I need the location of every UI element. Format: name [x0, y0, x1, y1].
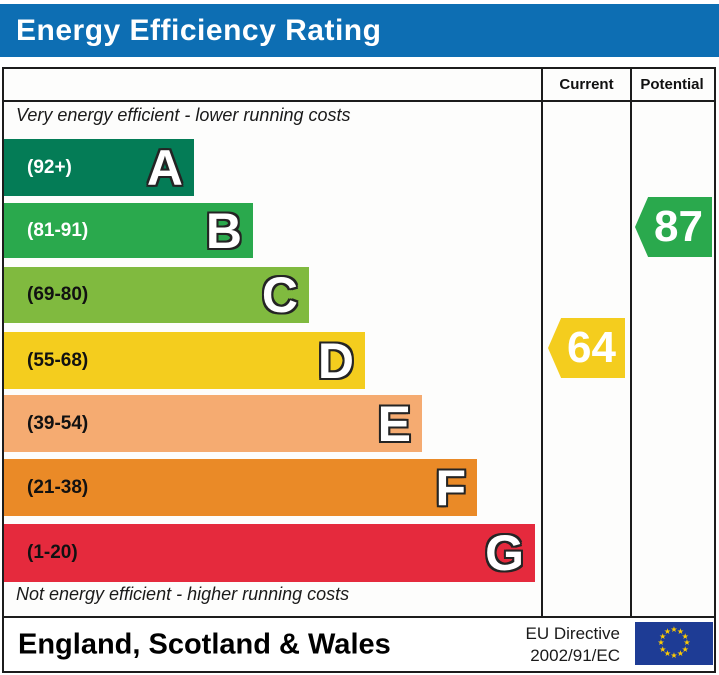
- footer-bar: England, Scotland & Wales EU Directive 2…: [2, 618, 716, 673]
- band-range-label-G: (1-20): [27, 542, 78, 563]
- band-row-G: (1-20) G: [4, 524, 535, 582]
- band-range-label-F: (21-38): [27, 476, 89, 498]
- eu-flag-star: ★: [683, 638, 691, 647]
- band-range-label-E: (39-54): [27, 412, 89, 434]
- band-letter-A: A: [146, 139, 183, 196]
- band-letter-B: B: [205, 202, 242, 259]
- eu-flag-star: ★: [657, 638, 665, 647]
- column-divider-current: [541, 69, 543, 616]
- eu-flag-star: ★: [659, 631, 667, 641]
- chart-header-row: [4, 69, 714, 102]
- band-letter-G: G: [485, 525, 524, 581]
- band-range-label-C: (69-80): [27, 284, 89, 305]
- eu-flag-star: ★: [676, 649, 685, 659]
- potential-rating-value: 87: [654, 202, 703, 251]
- energy-rating-chart: Current Potential Very energy efficient …: [2, 67, 716, 618]
- bottom-note: Not energy efficient - higher running co…: [16, 584, 350, 604]
- eu-flag-star: ★: [663, 649, 672, 659]
- eu-flag-icon: ★ ★ ★ ★ ★ ★ ★ ★ ★ ★ ★ ★: [635, 622, 713, 665]
- band-letter-C: C: [261, 267, 298, 323]
- band-row-E: (39-54) E: [4, 395, 422, 452]
- band-range-label-B: (81-91): [27, 219, 89, 241]
- eu-flag-star: ★: [670, 651, 678, 660]
- band-row-F: (21-38) F: [4, 459, 477, 516]
- band-row-D: (55-68) D: [4, 332, 365, 389]
- band-range-label-A: (92+): [27, 156, 72, 178]
- band-row-A: (92+) A: [4, 139, 194, 196]
- eu-directive-line1: EU Directive: [525, 623, 620, 643]
- column-divider-potential: [630, 69, 632, 616]
- title-banner: Energy Efficiency Rating: [0, 4, 719, 57]
- band-row-C: (69-80) C: [4, 267, 309, 323]
- eu-flag-star: ★: [681, 631, 689, 641]
- current-column-header: Current: [559, 76, 614, 93]
- eu-directive-line2: 2002/91/EC: [530, 645, 620, 665]
- eu-flag-star: ★: [659, 644, 667, 654]
- page-title: Energy Efficiency Rating: [16, 13, 382, 47]
- eu-flag-star: ★: [663, 626, 672, 636]
- current-rating-pointer: 64: [548, 318, 625, 378]
- eu-flag-star: ★: [670, 625, 678, 634]
- potential-rating-pointer: 87: [635, 197, 712, 257]
- band-row-B: (81-91) B: [4, 203, 253, 258]
- band-letter-F: F: [435, 459, 466, 516]
- top-note: Very energy efficient - lower running co…: [16, 105, 351, 125]
- band-letter-E: E: [377, 395, 411, 452]
- band-range-label-D: (55-68): [27, 349, 89, 371]
- region-label: England, Scotland & Wales: [18, 628, 391, 660]
- eu-directive-label: EU Directive 2002/91/EC: [526, 622, 620, 666]
- band-letter-D: D: [317, 332, 354, 389]
- current-rating-value: 64: [567, 323, 616, 372]
- eu-flag-star: ★: [676, 626, 685, 636]
- eu-flag-star: ★: [681, 644, 689, 654]
- potential-column-header: Potential: [640, 76, 704, 93]
